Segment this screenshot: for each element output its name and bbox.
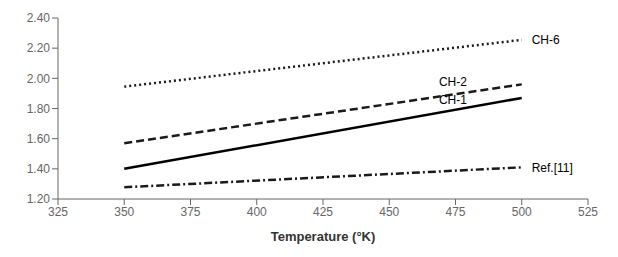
svg-text:425: 425	[313, 205, 333, 219]
svg-text:475: 475	[445, 205, 465, 219]
svg-text:CH-2: CH-2	[439, 75, 467, 89]
svg-text:450: 450	[379, 205, 399, 219]
svg-text:CH-1: CH-1	[439, 93, 467, 107]
svg-text:2.40: 2.40	[27, 11, 51, 25]
svg-text:525: 525	[578, 205, 598, 219]
svg-text:Ref.[11]: Ref.[11]	[532, 161, 573, 175]
svg-text:1.20: 1.20	[27, 192, 51, 206]
svg-text:350: 350	[114, 205, 134, 219]
svg-text:1.40: 1.40	[27, 162, 51, 176]
svg-text:325: 325	[48, 205, 68, 219]
svg-text:1.80: 1.80	[27, 102, 51, 116]
svg-text:CH-6: CH-6	[532, 33, 560, 47]
svg-text:2.20: 2.20	[27, 41, 51, 55]
svg-text:Temperature (°K): Temperature (°K)	[271, 229, 376, 244]
svg-text:375: 375	[180, 205, 200, 219]
svg-text:500: 500	[512, 205, 532, 219]
svg-text:2.00: 2.00	[27, 72, 51, 86]
svg-text:1.60: 1.60	[27, 132, 51, 146]
svg-text:400: 400	[247, 205, 267, 219]
